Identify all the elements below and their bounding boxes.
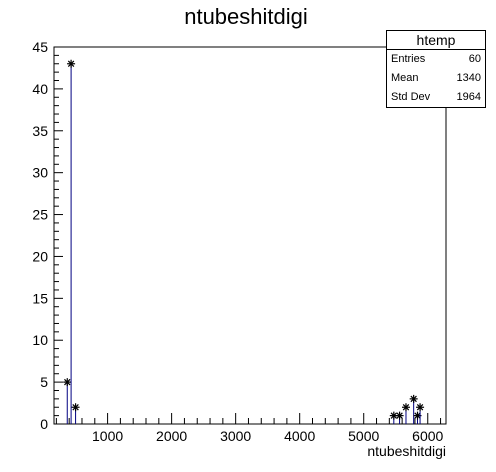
stats-value: 60	[468, 53, 481, 65]
y-tick-label: 40	[32, 81, 48, 97]
histogram-bin	[401, 403, 410, 424]
histogram-bin	[409, 394, 418, 424]
chart-title: ntubeshitdigi	[184, 4, 308, 29]
axis-ticks: 0 5 10 15 20 25 30 35 40 45 1000 2000 3000 4000 5000 60…	[32, 39, 443, 444]
bin-marker	[401, 403, 410, 412]
histogram-bin	[67, 59, 76, 424]
stats-row-mean: Mean 1340	[387, 69, 485, 88]
x-tick-label: 1000	[92, 428, 123, 444]
marker-stroke	[64, 378, 71, 386]
stats-label: Entries	[391, 53, 426, 65]
marker-stroke	[402, 404, 410, 411]
stats-label: Mean	[391, 72, 419, 84]
y-tick-label: 45	[32, 39, 48, 55]
x-tick-label: 5000	[348, 428, 379, 444]
x-tick-label: 2000	[156, 428, 187, 444]
histogram-bins	[63, 59, 425, 424]
y-tick-label: 35	[32, 123, 48, 139]
stats-row-stddev: Std Dev 1964	[387, 88, 485, 107]
bin-marker	[71, 403, 80, 412]
marker-stroke	[414, 412, 421, 419]
bin-marker	[389, 411, 398, 420]
marker-stroke	[67, 60, 75, 67]
marker-stroke	[410, 395, 417, 403]
stats-title: htemp	[387, 31, 485, 50]
bin-marker	[63, 378, 72, 387]
stats-value: 1964	[456, 91, 481, 103]
bin-marker	[67, 59, 76, 68]
y-tick-label: 20	[32, 248, 48, 264]
histogram-bin	[395, 411, 404, 424]
y-tick-label: 30	[32, 165, 48, 181]
y-tick-label: 5	[40, 374, 48, 390]
y-tick-label: 15	[32, 290, 48, 306]
stats-row-entries: Entries 60	[387, 50, 485, 69]
plot-frame	[53, 46, 447, 425]
marker-stroke	[416, 404, 424, 411]
histogram-bin	[389, 411, 398, 424]
bin-marker	[395, 411, 404, 420]
histogram-bin	[416, 403, 425, 424]
stats-label: Std Dev	[391, 91, 431, 103]
x-tick-label: 4000	[284, 428, 315, 444]
x-tick-label: 3000	[220, 428, 251, 444]
marker-stroke	[390, 412, 398, 419]
histogram-bin	[63, 378, 72, 424]
y-tick-label: 0	[40, 416, 48, 432]
bin-marker	[416, 403, 425, 412]
stats-box: htemp Entries 60 Mean 1340 Std Dev 1964	[386, 30, 486, 108]
marker-stroke	[72, 404, 79, 411]
y-tick-label: 10	[32, 332, 48, 348]
marker-stroke	[396, 412, 403, 419]
x-axis-label: ntubeshitdigi	[367, 443, 446, 459]
y-tick-label: 25	[32, 207, 48, 223]
bin-marker	[409, 394, 418, 403]
stats-value: 1340	[456, 72, 481, 84]
histogram-bin	[71, 403, 80, 424]
x-tick-label: 6000	[412, 428, 443, 444]
